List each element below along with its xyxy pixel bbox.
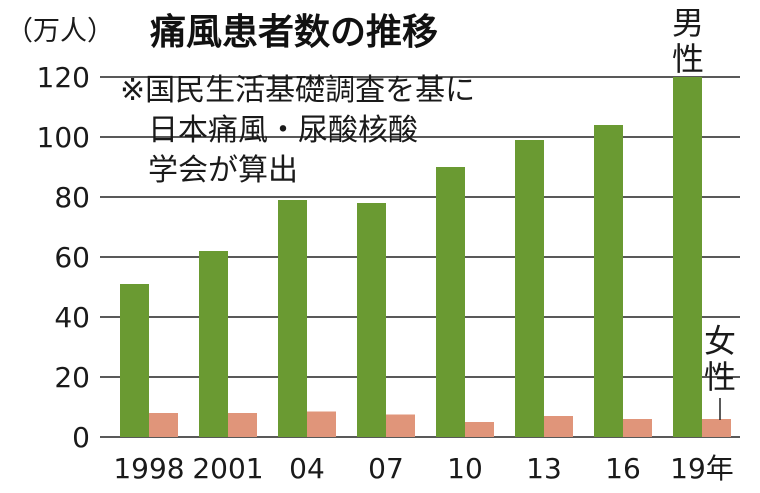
y-tick-label-100: 100 <box>37 121 90 154</box>
legend-male: 男性 <box>672 4 704 78</box>
x-tick-label-2001: 2001 <box>192 452 263 485</box>
y-tick-label-0: 0 <box>72 421 90 454</box>
bars <box>120 77 731 437</box>
source-note-line-3: 学会が算出 <box>148 153 298 188</box>
source-note-line-1: ※国民生活基礎調査を基に <box>120 73 475 108</box>
source-note-line-2: 日本痛風・尿酸核酸 <box>148 113 418 148</box>
bar-female-16 <box>623 419 652 437</box>
bar-male-10 <box>436 167 465 437</box>
bar-male-07 <box>357 203 386 437</box>
legend-female-label: 女性 <box>704 322 736 396</box>
y-tick-label-40: 40 <box>54 301 90 334</box>
bar-male-19年 <box>673 77 702 437</box>
bar-female-2001 <box>228 413 257 437</box>
legend-male-label: 男性 <box>672 4 704 78</box>
y-tick-label-60: 60 <box>54 241 90 274</box>
bar-female-1998 <box>149 413 178 437</box>
y-tick-label-80: 80 <box>54 181 90 214</box>
bar-female-10 <box>465 422 494 437</box>
x-tick-label-19年: 19年 <box>670 452 734 485</box>
bar-male-16 <box>594 125 623 437</box>
x-tick-label-1998: 1998 <box>113 452 184 485</box>
bar-male-1998 <box>120 284 149 437</box>
y-tick-labels: 0 20 40 60 80 100 120 <box>37 61 90 454</box>
chart-title: 痛風患者数の推移 <box>150 12 438 53</box>
x-tick-label-16: 16 <box>605 452 641 485</box>
legend-female: 女性 <box>704 322 736 420</box>
x-tick-label-04: 04 <box>289 452 325 485</box>
bar-female-04 <box>307 411 336 437</box>
source-note: ※国民生活基礎調査を基に 日本痛風・尿酸核酸 学会が算出 <box>120 73 475 188</box>
bar-female-07 <box>386 414 415 437</box>
x-tick-label-13: 13 <box>526 452 562 485</box>
y-tick-label-20: 20 <box>54 361 90 394</box>
x-tick-labels: 1998 2001 04 07 10 13 16 19年 <box>113 452 733 485</box>
x-tick-label-10: 10 <box>447 452 483 485</box>
bar-male-13 <box>515 140 544 437</box>
y-axis-unit-label: （万人） <box>6 16 114 47</box>
bar-male-04 <box>278 200 307 437</box>
x-tick-label-07: 07 <box>368 452 404 485</box>
bar-male-2001 <box>199 251 228 437</box>
y-tick-label-120: 120 <box>37 61 90 94</box>
bar-female-13 <box>544 416 573 437</box>
bar-female-19年 <box>702 419 731 437</box>
